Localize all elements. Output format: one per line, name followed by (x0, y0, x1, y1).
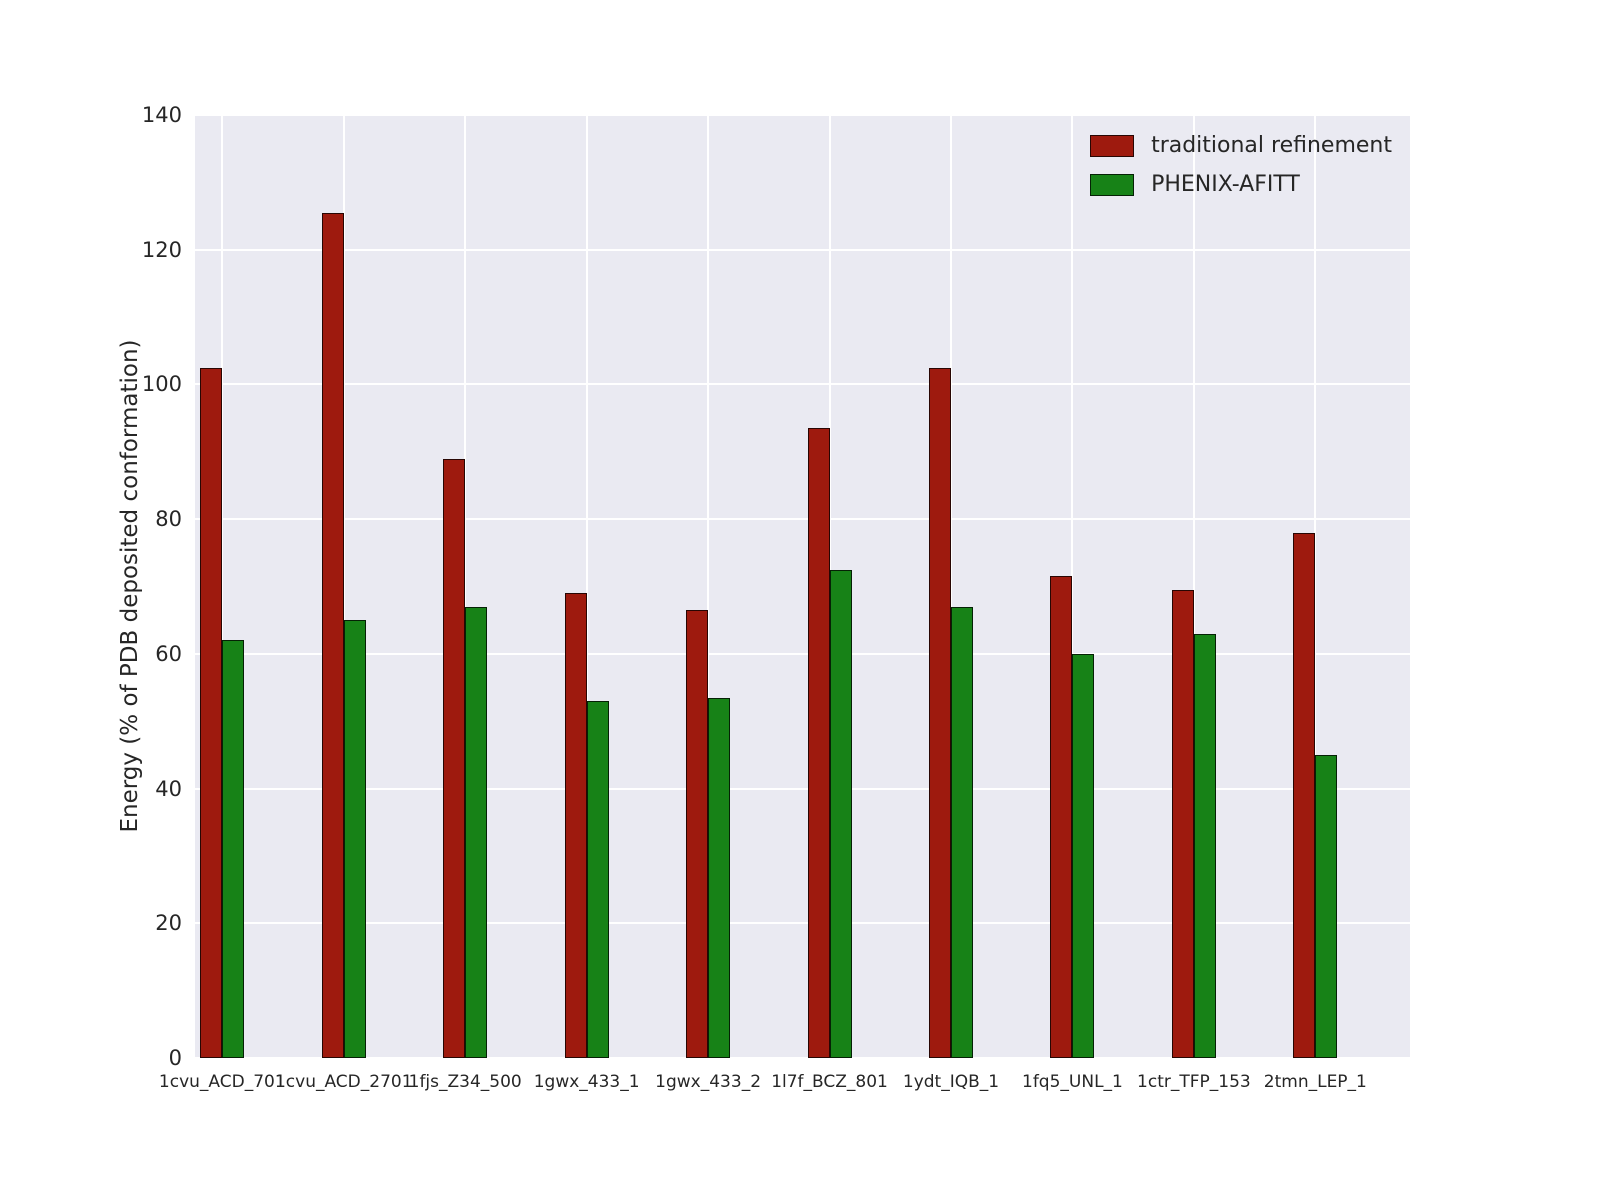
legend-item-traditional-refinement: traditional refinement (1090, 133, 1392, 159)
gridline-h (195, 652, 1410, 655)
x-tick-label: 1ctr_TFP_153 (1137, 1072, 1251, 1092)
bar-phenix-afitt (465, 606, 488, 1058)
legend-swatch-traditional-refinement (1090, 135, 1135, 157)
y-tick-label: 120 (141, 237, 182, 262)
plot-area: traditional refinement PHENIX-AFITT (195, 114, 1410, 1059)
bar-phenix-afitt (1072, 653, 1095, 1058)
bar-traditional-refinement (1293, 532, 1316, 1058)
bar-traditional-refinement (686, 610, 709, 1058)
bar-traditional-refinement (807, 428, 830, 1058)
y-tick-label: 140 (141, 103, 182, 127)
y-axis-title: Energy (% of PDB deposited conformation) (117, 339, 143, 833)
gridline-v (1192, 115, 1195, 1058)
bar-phenix-afitt (829, 569, 852, 1058)
gridline-v (950, 115, 952, 1058)
gridline-h (195, 1057, 1410, 1059)
bar-traditional-refinement (200, 367, 223, 1058)
bar-traditional-refinement (929, 367, 951, 1058)
gridline-h (195, 114, 1410, 116)
gridline-h (195, 787, 1410, 790)
y-tick-label: 20 (155, 911, 182, 936)
bar-phenix-afitt (708, 697, 731, 1058)
gridline-h (195, 248, 1410, 251)
x-tick-label: 1gwx_433_2 (655, 1072, 762, 1092)
gridline-v (1314, 115, 1317, 1058)
y-tick-label: 80 (155, 507, 182, 532)
x-tick-label: 1fq5_UNL_1 (1022, 1072, 1123, 1092)
gridline-v (707, 115, 710, 1058)
x-tick-label: 1cvu_ACD_2701 (274, 1072, 413, 1092)
gridline-h (195, 922, 1410, 925)
x-tick-label: 1ydt_IQB_1 (902, 1072, 1000, 1092)
bar-phenix-afitt (1315, 754, 1338, 1058)
gridline-v (585, 115, 588, 1058)
bar-phenix-afitt (1193, 633, 1216, 1058)
bar-traditional-refinement (564, 593, 587, 1058)
legend-label: traditional refinement (1151, 133, 1392, 158)
y-tick-label: 0 (168, 1046, 182, 1070)
bar-phenix-afitt (586, 701, 609, 1058)
legend-label: PHENIX-AFITT (1151, 172, 1300, 197)
gridline-v (464, 115, 467, 1058)
bar-traditional-refinement (321, 212, 344, 1058)
gridline-h (195, 518, 1410, 521)
bar-traditional-refinement (1171, 589, 1194, 1058)
y-tick-label: 40 (155, 776, 182, 801)
gridline-v (221, 115, 224, 1058)
bar-phenix-afitt (343, 620, 366, 1058)
legend-swatch-phenix-afitt (1090, 174, 1135, 196)
legend-item-phenix-afitt: PHENIX-AFITT (1090, 172, 1392, 198)
x-tick-label: 2tmn_LEP_1 (1263, 1072, 1367, 1092)
x-tick-label: 1l7f_BCZ_801 (771, 1072, 888, 1092)
y-tick-label: 60 (155, 641, 182, 666)
bar-phenix-afitt (222, 640, 245, 1058)
gridline-v (1071, 115, 1074, 1058)
bar-traditional-refinement (443, 458, 466, 1058)
gridline-v (342, 115, 345, 1058)
bar-traditional-refinement (1050, 576, 1073, 1058)
legend: traditional refinement PHENIX-AFITT (1090, 133, 1392, 198)
gridline-h (195, 383, 1410, 386)
x-tick-label: 1cvu_ACD_701 (158, 1072, 286, 1092)
y-tick-label: 100 (141, 372, 182, 397)
bar-phenix-afitt (951, 606, 973, 1058)
x-tick-label: 1fjs_Z34_500 (408, 1072, 522, 1092)
x-tick-label: 1gwx_433_1 (533, 1072, 640, 1092)
